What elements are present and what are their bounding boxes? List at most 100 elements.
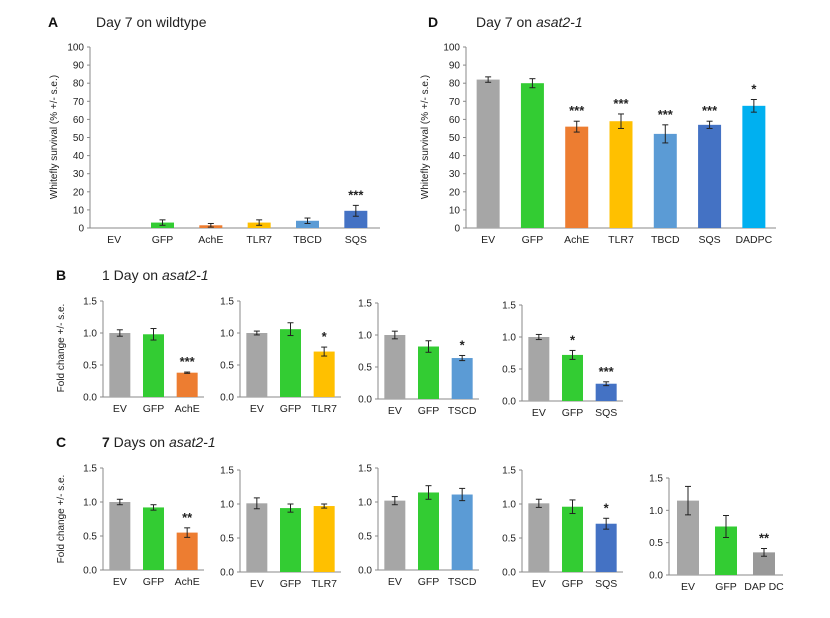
chart-d-bar-tbcd: [653, 133, 677, 228]
chart-c3-bar-gfp: [418, 492, 439, 570]
chart-b4-ytick-label: 0.0: [502, 397, 516, 408]
chart-d-ytick-label: 100: [443, 43, 460, 54]
chart-c2-ytick-label: 0.0: [220, 568, 234, 579]
panel-c-title: 7 Days on asat2-1: [102, 434, 216, 450]
chart-d-category-label: TLR7: [608, 234, 634, 246]
chart-d-ytick-label: 60: [449, 115, 461, 126]
chart-b2-ytick-label: 1.0: [220, 329, 234, 340]
chart-c2-ytick-label: 1.5: [220, 466, 234, 477]
chart-d-bar-ache: [565, 126, 589, 228]
chart-b3-ytick-label: 1.5: [358, 299, 372, 310]
chart-c4-bar-gfp: [562, 506, 583, 572]
chart-a: 0 10 20 30 40 50 60 70 80 90 100 Whitefly survival …: [49, 43, 380, 246]
panel-a-letter: A: [48, 14, 58, 30]
chart-d-ytick-label: 50: [449, 133, 461, 144]
chart-d-category-label: AchE: [564, 234, 589, 246]
chart-b4-ytick-label: 0.5: [502, 365, 516, 376]
chart-b1-bar-ev: [109, 333, 131, 397]
chart-d-significance-label: ***: [569, 103, 585, 118]
chart-b3-category-label: GFP: [418, 405, 440, 417]
chart-a-category-label: TBCD: [293, 234, 322, 246]
chart-b2-bar-ev: [246, 333, 268, 397]
chart-d-bar-gfp: [520, 83, 544, 228]
chart-c5-bar-gfp: [715, 526, 737, 575]
chart-c5-significance-label: **: [759, 530, 770, 545]
chart-b2-bar-tlr7: [313, 351, 335, 397]
chart-b3-ytick-label: 0.5: [358, 363, 372, 374]
chart-c4-ytick-label: 0.0: [502, 568, 516, 579]
chart-a-category-label: EV: [107, 234, 121, 246]
chart-a-bar-tbcd: [296, 220, 319, 228]
chart-b1-ytick-label: 1.5: [83, 297, 97, 308]
chart-b4-ytick-label: 1.0: [502, 333, 516, 344]
chart-c2-category-label: TLR7: [311, 578, 337, 590]
chart-c5-category-label: GFP: [715, 581, 737, 593]
chart-c3-ytick-label: 1.0: [358, 498, 372, 509]
chart-c4-bar-ev: [528, 503, 550, 572]
chart-c3-bar-tscd: [451, 494, 473, 570]
chart-c4: 0.0 0.5 1.0 1.5 EV GFP SQS *: [502, 466, 623, 590]
chart-b2-category-label: TLR7: [311, 403, 337, 415]
chart-c1-category-label: GFP: [143, 576, 165, 588]
chart-c4-category-label: GFP: [562, 578, 584, 590]
chart-b4-ytick-label: 1.5: [502, 301, 516, 312]
chart-b2-significance-label: *: [322, 329, 328, 344]
chart-d-category-label: GFP: [522, 234, 544, 246]
chart-b3-bar-tscd: [451, 358, 473, 399]
chart-a-category-label: SQS: [345, 234, 367, 246]
chart-c2-bar-gfp: [280, 508, 301, 572]
chart-c5-ytick-label: 1.5: [649, 474, 663, 485]
chart-d-significance-label: ***: [702, 103, 718, 118]
chart-a-y-axis-label: Whitefly survival (% +/- s.e.): [49, 75, 60, 199]
chart-b1-y-axis-label: Fold change +/- s.e.: [56, 304, 67, 393]
chart-c4-significance-label: *: [604, 500, 610, 515]
panel-d-title: Day 7 on asat2-1: [476, 14, 583, 30]
chart-b4: 0.0 0.5 1.0 1.5 EV GFP * SQS ***: [502, 301, 623, 419]
chart-b3-bar-ev: [384, 335, 406, 399]
chart-b1-ytick-label: 0.5: [83, 361, 97, 372]
chart-c3-ytick-label: 0.5: [358, 532, 372, 543]
chart-b1-category-label: EV: [113, 403, 127, 415]
chart-b2-ytick-label: 0.0: [220, 393, 234, 404]
chart-c1-category-label: AchE: [175, 576, 200, 588]
chart-c3-ytick-label: 0.0: [358, 566, 372, 577]
chart-d-bar-sqs: [698, 124, 722, 228]
chart-c1-bar-ev: [109, 502, 131, 570]
chart-a-ytick-label: 40: [73, 151, 85, 162]
chart-a-ytick-label: 70: [73, 97, 85, 108]
chart-c1: 0.0 0.5 1.0 1.5 Fold change +/- s.e. EV GFP Ach…: [56, 464, 204, 588]
chart-b1-category-label: AchE: [175, 403, 200, 415]
panel-b-title-text: 1 Day on: [102, 267, 162, 283]
chart-c2-bar-tlr7: [313, 506, 335, 572]
chart-c4-ytick-label: 0.5: [502, 534, 516, 545]
chart-c5-ytick-label: 0.5: [649, 538, 663, 549]
chart-c4-bar-sqs: [595, 523, 617, 572]
chart-c5-ytick-label: 1.0: [649, 506, 663, 517]
chart-d-category-label: EV: [481, 234, 495, 246]
panel-c-title-text: Days on: [110, 434, 169, 450]
chart-c5-category-label: DAP DC: [744, 581, 784, 593]
chart-b3: 0.0 0.5 1.0 1.5 EV GFP TSCD *: [358, 299, 479, 417]
panel-c-title-number: 7: [102, 434, 110, 450]
chart-b1-bar-gfp: [143, 334, 164, 397]
chart-c3-bar-ev: [384, 500, 406, 570]
chart-c1-ytick-label: 0.0: [83, 566, 97, 577]
chart-c3-ytick-label: 1.5: [358, 464, 372, 475]
panel-d-letter: D: [428, 14, 438, 30]
chart-c1-ytick-label: 1.5: [83, 464, 97, 475]
chart-b1: 0.0 0.5 1.0 1.5 Fold change +/- s.e. EV GFP Ach…: [56, 297, 204, 415]
chart-c1-bar-gfp: [143, 507, 164, 570]
chart-c4-ytick-label: 1.0: [502, 500, 516, 511]
chart-d-ytick-label: 70: [449, 97, 461, 108]
chart-a-category-label: AchE: [198, 234, 223, 246]
chart-a-ytick-label: 0: [78, 224, 84, 235]
chart-c5-ytick-label: 0.0: [649, 571, 663, 582]
chart-d-y-axis-label: Whitefly survival (% +/- s.e.): [420, 75, 431, 199]
chart-c2: 0.0 0.5 1.0 1.5 EV GFP TLR7: [220, 466, 341, 590]
chart-c1-ytick-label: 1.0: [83, 498, 97, 509]
panel-c-letter: C: [56, 434, 66, 450]
chart-a-bar-sqs: [344, 210, 368, 228]
chart-d-ytick-label: 0: [454, 224, 460, 235]
